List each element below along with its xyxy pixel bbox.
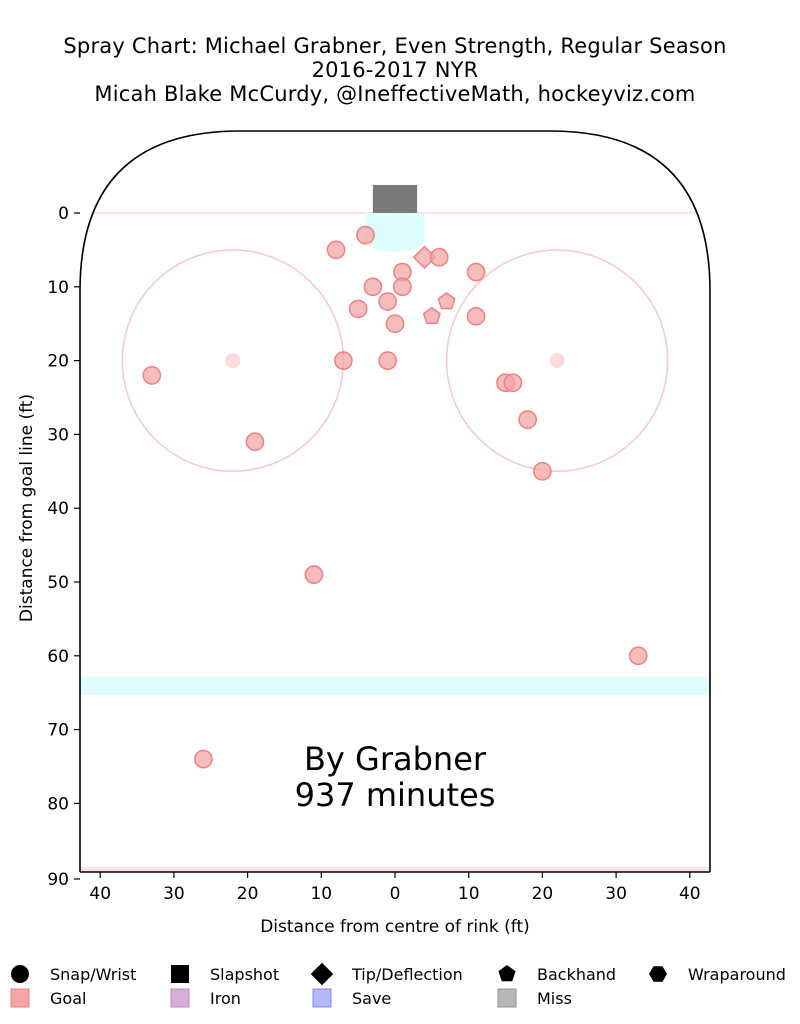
legend-slapshot-marker [171,965,189,983]
legend-label: Save [352,989,391,1008]
x-tick-label: 40 [89,884,111,904]
legend-save-swatch [312,988,332,1008]
shot-goal-circle [334,351,353,370]
shot-goal-pentagon [437,292,456,310]
shot-goal-circle [393,277,412,297]
shot-goal-circle [348,299,368,319]
shot-goal-circle [385,314,405,334]
chart-credit: Micah Blake McCurdy, @IneffectiveMath, h… [94,82,696,106]
shot-goal-circle [533,461,552,481]
shot-goal-circle [518,410,538,429]
y-tick-label: 90 [47,870,69,890]
x-tick-label: 20 [532,884,554,904]
y-tick-label: 60 [47,647,69,667]
chart-subtitle: 2016-2017 NYR [311,58,479,82]
shot-goal-circle [628,646,648,666]
chart-titles: Spray Chart: Michael Grabner, Even Stren… [0,34,790,106]
shot-markers [142,225,648,769]
legend-label: Snap/Wrist [50,965,136,984]
x-tick-label: 10 [458,884,480,904]
x-tick-label: 40 [679,884,701,904]
legend-snap-wrist-marker [11,965,29,983]
y-tick-label: 30 [47,425,69,445]
shot-goal-circle [142,366,162,385]
x-tick-label: 30 [163,884,185,904]
shot-goal-circle [378,292,397,311]
y-axis-label: Distance from goal line (ft) [17,394,37,622]
annotation-line-2: 937 minutes [295,776,496,814]
shot-goal-circle [378,351,397,370]
y-tick-label: 10 [47,278,69,298]
legend-label: Tip/Deflection [351,965,463,984]
shot-goal-circle [503,373,523,393]
faceoff-dot [225,353,241,369]
shot-goal-circle [356,225,375,245]
rink-markings [80,184,710,872]
y-tick-label: 80 [47,794,69,814]
shot-goal-pentagon [422,306,441,325]
shot-goal-circle [304,565,324,584]
y-tick-label: 70 [47,721,69,741]
centre-red-line [80,866,710,872]
x-tick-label: 30 [605,884,627,904]
rink-layer [79,130,711,873]
legend-label: Slapshot [210,965,279,984]
chart-title: Spray Chart: Michael Grabner, Even Stren… [63,34,727,58]
x-tick-label: 10 [310,884,332,904]
y-tick-label: 0 [58,204,69,224]
goal-crease [365,213,425,252]
legend-miss-swatch [497,988,517,1008]
shot-goal-circle [194,749,213,769]
x-tick-label: 20 [237,884,259,904]
legend-goal-swatch [10,988,30,1008]
y-tick-label: 40 [47,499,69,519]
axis-ticks: 40 30 20 10 0 10 20 30 40 0 10 20 30 40 50 60 70 80 90 [47,204,700,904]
legend: Snap/Wrist Slapshot Tip/Deflection Backhand… [10,962,786,1008]
legend-wraparound-marker [649,966,667,982]
y-tick-label: 20 [47,352,69,372]
shot-goal-circle [245,432,265,452]
blue-line [80,676,710,695]
shot-goal-circle [466,306,486,326]
shot-goal-circle [326,240,346,260]
legend-label: Backhand [537,965,616,984]
legend-label: Goal [50,989,86,1008]
faceoff-circle [445,249,669,472]
y-tick-label: 50 [47,573,69,593]
shot-goal-circle [363,277,383,297]
annotation-line-1: By Grabner [304,740,487,778]
legend-label: Miss [537,989,572,1008]
shot-goal-circle [466,262,486,282]
goal-net [372,184,418,213]
legend-label: Iron [210,989,241,1008]
x-axis-label: Distance from centre of rink (ft) [260,917,530,937]
x-tick-label: 0 [390,884,401,904]
faceoff-dot [549,353,565,369]
legend-backhand-marker [498,965,516,982]
rink-boards [79,130,711,872]
legend-tip-deflection-marker [310,962,334,986]
legend-iron-swatch [170,988,190,1008]
legend-label: Wraparound [688,965,786,984]
shot-goal-circle [429,247,449,267]
